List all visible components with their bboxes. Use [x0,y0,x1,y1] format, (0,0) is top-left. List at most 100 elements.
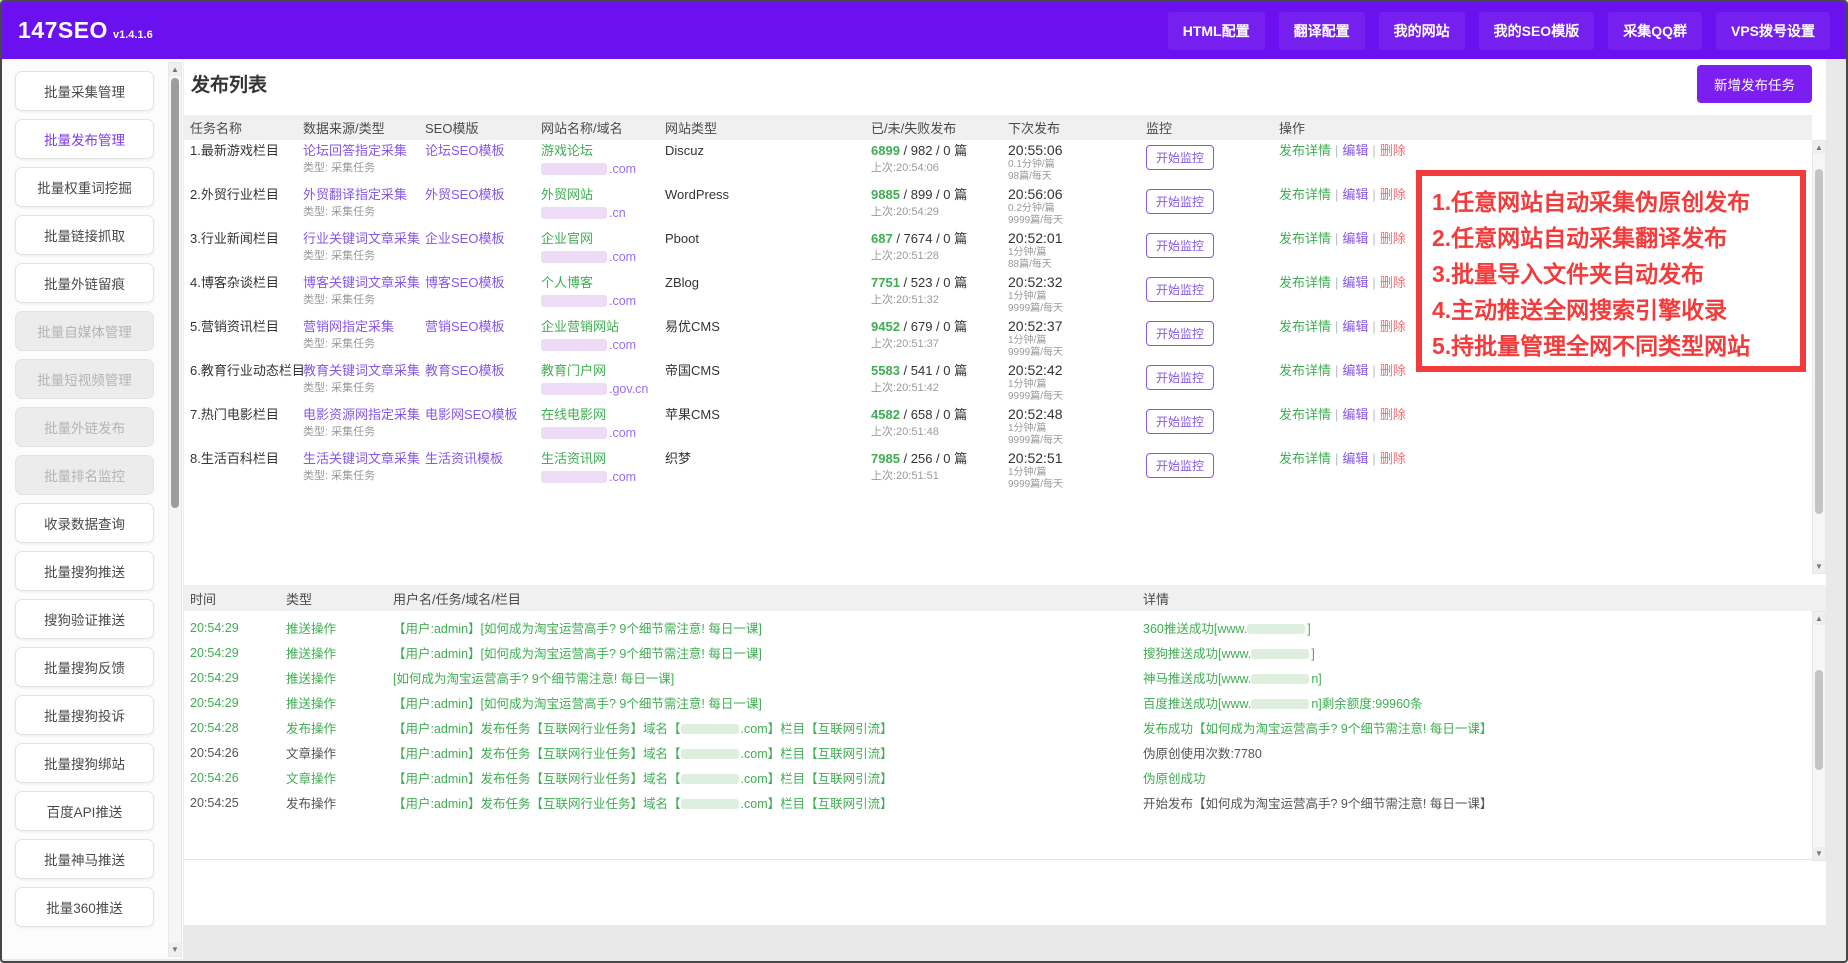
source-link[interactable]: 论坛回答指定采集 [303,143,407,158]
published-count: 7985 [871,451,900,466]
delete-link[interactable]: 删除 [1380,275,1406,290]
start-monitor-button[interactable]: 开始监控 [1146,365,1214,390]
start-monitor-button[interactable]: 开始监控 [1146,453,1214,478]
sidebar-item[interactable]: 批量搜狗投诉 [15,695,154,735]
delete-link[interactable]: 删除 [1380,187,1406,202]
scroll-down-icon[interactable]: ▼ [169,943,181,956]
delete-link[interactable]: 删除 [1380,407,1406,422]
source-link[interactable]: 营销网指定采集 [303,319,394,334]
publish-detail-link[interactable]: 发布详情 [1279,407,1331,422]
scroll-thumb[interactable] [1815,169,1823,514]
sidebar-item[interactable]: 百度API推送 [15,791,154,831]
source-link[interactable]: 博客关键词文章采集 [303,275,420,290]
monitor-cell: 开始监控 [1146,363,1279,390]
seo-template-link[interactable]: 生活资讯模板 [425,451,503,466]
nav-item[interactable]: 我的SEO模版 [1479,12,1595,50]
sidebar-item[interactable]: 批量采集管理 [15,71,154,111]
monitor-cell: 开始监控 [1146,187,1279,214]
publish-detail-link[interactable]: 发布详情 [1279,451,1331,466]
sidebar-item[interactable]: 批量排名监控 [15,455,154,495]
nav-item[interactable]: VPS拨号设置 [1716,12,1830,50]
log-content: 【用户:admin】发布任务【互联网行业任务】域名【.com】栏目【互联网引流】 [393,743,1143,762]
seo-template-link[interactable]: 论坛SEO模板 [425,143,504,158]
scroll-down-icon[interactable]: ▼ [1813,560,1825,573]
edit-link[interactable]: 编辑 [1342,407,1368,422]
seo-template-link[interactable]: 外贸SEO模板 [425,187,504,202]
nav-item[interactable]: 采集QQ群 [1608,12,1702,50]
new-publish-task-button[interactable]: 新增发布任务 [1697,65,1812,103]
scroll-thumb[interactable] [171,78,179,508]
sidebar-item[interactable]: 批量链接抓取 [15,215,154,255]
edit-link[interactable]: 编辑 [1342,275,1368,290]
sidebar-item[interactable]: 批量发布管理 [15,119,154,159]
source-link[interactable]: 电影资源网指定采集 [303,407,420,422]
scroll-thumb[interactable] [1815,670,1823,770]
start-monitor-button[interactable]: 开始监控 [1146,409,1214,434]
start-monitor-button[interactable]: 开始监控 [1146,189,1214,214]
start-monitor-button[interactable]: 开始监控 [1146,321,1214,346]
edit-link[interactable]: 编辑 [1342,187,1368,202]
seo-template-link[interactable]: 教育SEO模板 [425,363,504,378]
sidebar-item[interactable]: 批量外链留痕 [15,263,154,303]
nav-item[interactable]: 我的网站 [1379,12,1465,50]
edit-link[interactable]: 编辑 [1342,231,1368,246]
log-scrollbar[interactable]: ▲ ▼ [1812,611,1826,861]
publish-table-header: 任务名称数据来源/类型SEO模版网站名称/域名网站类型已/未/失败发布下次发布监… [184,115,1812,140]
seo-template-link[interactable]: 电影网SEO模板 [425,407,517,422]
start-monitor-button[interactable]: 开始监控 [1146,277,1214,302]
annotation-line: 1.任意网站自动采集伪原创发布 [1432,184,1794,220]
source-link[interactable]: 生活关键词文章采集 [303,451,420,466]
sidebar-item[interactable]: 批量短视频管理 [15,359,154,399]
sidebar-item[interactable]: 批量权重词挖掘 [15,167,154,207]
scroll-up-icon[interactable]: ▲ [1813,612,1825,625]
seo-template-link[interactable]: 博客SEO模板 [425,275,504,290]
nav-item[interactable]: HTML配置 [1168,12,1265,50]
seo-template-link[interactable]: 营销SEO模板 [425,319,504,334]
scroll-down-icon[interactable]: ▼ [1813,847,1825,860]
publish-detail-link[interactable]: 发布详情 [1279,231,1331,246]
log-content: 【用户:admin】[如何成为淘宝运营高手? 9个细节需注意! 每日一课] [393,643,1143,662]
sidebar-item[interactable]: 批量搜狗绑站 [15,743,154,783]
column-header: 任务名称 [190,118,303,137]
publish-detail-link[interactable]: 发布详情 [1279,275,1331,290]
sidebar-item[interactable]: 收录数据查询 [15,503,154,543]
sidebar-item[interactable]: 批量360推送 [15,887,154,927]
scroll-up-icon[interactable]: ▲ [1813,141,1825,154]
sidebar-item[interactable]: 搜狗验证推送 [15,599,154,639]
sidebar-item[interactable]: 批量外链发布 [15,407,154,447]
log-type: 发布操作 [286,718,393,737]
publish-table-scrollbar[interactable]: ▲ ▼ [1812,140,1826,574]
log-detail-suffix: n]剩余额度:99960条 [1311,697,1422,711]
nav-item[interactable]: 翻译配置 [1279,12,1365,50]
publish-detail-link[interactable]: 发布详情 [1279,187,1331,202]
next-publish-cell: 20:52:01 1分钟/篇 88篇/每天 [1008,231,1146,270]
delete-link[interactable]: 删除 [1380,363,1406,378]
sidebar-item[interactable]: 批量搜狗反馈 [15,647,154,687]
publish-detail-link[interactable]: 发布详情 [1279,319,1331,334]
sidebar-item[interactable]: 批量自媒体管理 [15,311,154,351]
edit-link[interactable]: 编辑 [1342,363,1368,378]
source-link[interactable]: 教育关键词文章采集 [303,363,420,378]
delete-link[interactable]: 删除 [1380,319,1406,334]
source-link[interactable]: 外贸翻译指定采集 [303,187,407,202]
edit-link[interactable]: 编辑 [1342,319,1368,334]
publish-detail-link[interactable]: 发布详情 [1279,143,1331,158]
delete-link[interactable]: 删除 [1380,143,1406,158]
edit-link[interactable]: 编辑 [1342,451,1368,466]
publish-detail-link[interactable]: 发布详情 [1279,363,1331,378]
delete-link[interactable]: 删除 [1380,451,1406,466]
start-monitor-button[interactable]: 开始监控 [1146,145,1214,170]
sidebar-item[interactable]: 批量搜狗推送 [15,551,154,591]
top-bar: 147SEO v1.4.1.6 HTML配置翻译配置我的网站我的SEO模版采集Q… [2,2,1846,59]
sidebar-scrollbar[interactable]: ▲ ▼ [168,62,182,957]
sidebar-item[interactable]: 批量神马推送 [15,839,154,879]
domain-suffix: .com [609,426,636,440]
seo-template-link[interactable]: 企业SEO模板 [425,231,504,246]
source-link[interactable]: 行业关键词文章采集 [303,231,420,246]
column-header: 详情 [1143,589,1826,608]
log-time: 20:54:28 [190,721,286,735]
delete-link[interactable]: 删除 [1380,231,1406,246]
edit-link[interactable]: 编辑 [1342,143,1368,158]
start-monitor-button[interactable]: 开始监控 [1146,233,1214,258]
scroll-up-icon[interactable]: ▲ [169,63,181,76]
